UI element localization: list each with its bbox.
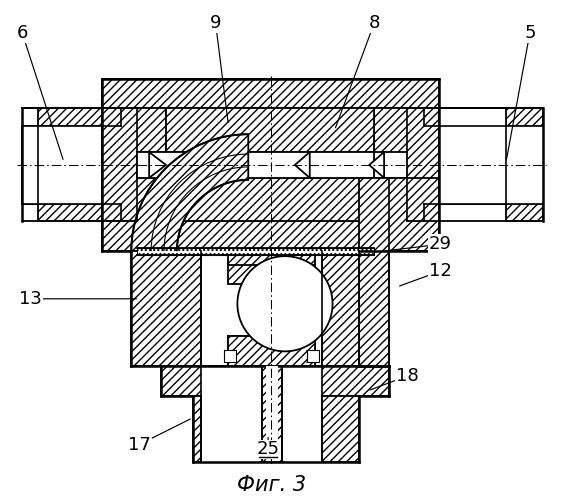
Text: 12: 12 — [429, 262, 452, 280]
Text: 13: 13 — [19, 290, 42, 308]
Bar — [307, 350, 319, 362]
Polygon shape — [212, 152, 229, 178]
Polygon shape — [229, 261, 315, 366]
Bar — [137, 152, 374, 178]
Bar — [224, 350, 237, 362]
Text: 29: 29 — [429, 235, 452, 253]
Polygon shape — [424, 204, 543, 222]
Polygon shape — [121, 108, 137, 126]
Polygon shape — [22, 108, 121, 126]
Bar — [424, 126, 543, 204]
Text: 9: 9 — [210, 14, 221, 32]
Text: 25: 25 — [257, 441, 280, 459]
Polygon shape — [359, 178, 438, 366]
Bar — [201, 366, 321, 463]
Bar — [252, 284, 290, 336]
Text: 18: 18 — [396, 367, 418, 385]
Polygon shape — [22, 204, 121, 222]
Polygon shape — [149, 152, 166, 178]
Text: 5: 5 — [524, 24, 536, 42]
Polygon shape — [295, 152, 310, 178]
Polygon shape — [506, 126, 543, 204]
Bar — [262, 366, 282, 463]
Text: 17: 17 — [128, 436, 151, 454]
Polygon shape — [166, 108, 374, 152]
Text: 8: 8 — [369, 14, 380, 32]
Bar — [22, 126, 121, 204]
Polygon shape — [407, 108, 424, 126]
Polygon shape — [22, 126, 38, 204]
Polygon shape — [102, 222, 438, 251]
Polygon shape — [407, 204, 424, 222]
Polygon shape — [321, 251, 359, 366]
Bar — [137, 248, 374, 255]
Bar — [266, 366, 278, 463]
Polygon shape — [121, 204, 137, 222]
Polygon shape — [369, 152, 384, 178]
Text: 6: 6 — [16, 24, 28, 42]
Polygon shape — [229, 336, 315, 366]
Polygon shape — [132, 251, 201, 366]
Polygon shape — [161, 366, 389, 396]
Polygon shape — [132, 134, 248, 251]
Polygon shape — [374, 108, 438, 222]
Polygon shape — [102, 79, 438, 108]
Polygon shape — [424, 108, 543, 126]
Circle shape — [237, 256, 333, 351]
Bar — [229, 253, 315, 265]
Polygon shape — [166, 178, 374, 222]
Polygon shape — [193, 396, 359, 463]
Text: Фиг. 3: Фиг. 3 — [237, 475, 306, 495]
Polygon shape — [102, 108, 166, 222]
